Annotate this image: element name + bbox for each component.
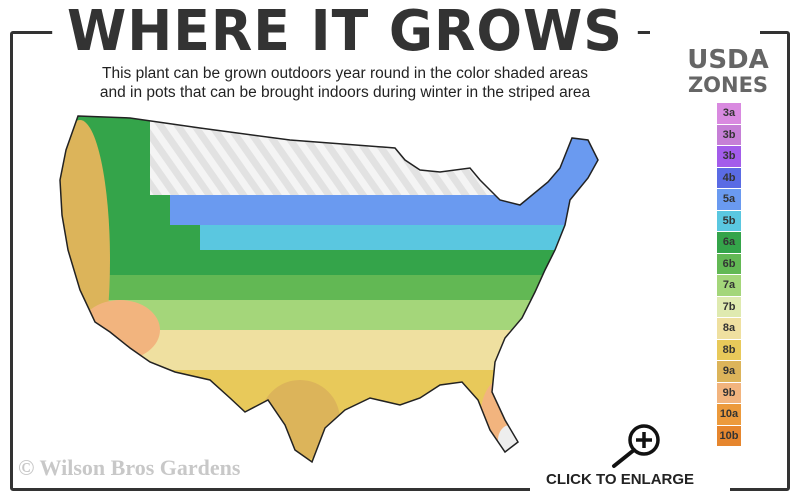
zone-legend: 3a 3b 3b 4b 5a 5b 6a 6b 7a 7b 8a 8b 9a 9b 10a 10b: [717, 103, 741, 447]
legend-zone-3a: 3a: [717, 103, 741, 124]
legend-zone-7b: 7b: [717, 296, 741, 317]
legend-zone-8a: 8a: [717, 318, 741, 339]
legend-zone-7a: 7a: [717, 275, 741, 296]
legend-zone-3b: 3b: [717, 146, 741, 167]
legend-zone-6a: 6a: [717, 232, 741, 253]
watermark: © Wilson Bros Gardens: [18, 455, 241, 480]
legend-zone-10a: 10a: [717, 404, 741, 425]
legend-title: USDA ZONES: [672, 46, 784, 96]
legend-zone-6b: 6b: [717, 253, 741, 274]
frame-gap: [650, 25, 760, 37]
legend-zone-4b: 4b: [717, 167, 741, 188]
legend-zone-9a: 9a: [717, 361, 741, 382]
zoom-in-magnifier-icon[interactable]: [606, 422, 666, 470]
legend-title-line: USDA: [687, 45, 769, 75]
legend-zone-3b: 3b: [717, 124, 741, 145]
legend-zone-8b: 8b: [717, 339, 741, 360]
legend-zone-5a: 5a: [717, 189, 741, 210]
subtitle-line: This plant can be grown outdoors year ro…: [102, 65, 588, 82]
legend-title-line: ZONES: [687, 73, 769, 97]
subtitle-line: and in pots that can be brought indoors …: [99, 84, 591, 101]
legend-zone-9b: 9b: [717, 382, 741, 403]
legend-zone-10b: 10b: [717, 425, 741, 446]
legend-zone-5b: 5b: [717, 210, 741, 231]
frame-gap: [530, 480, 730, 492]
click-to-enlarge-link[interactable]: CLICK TO ENLARGE: [546, 471, 695, 488]
page-title: WHERE IT GROWS: [52, 0, 638, 64]
subtitle: This plant can be grown outdoors year ro…: [40, 64, 650, 102]
